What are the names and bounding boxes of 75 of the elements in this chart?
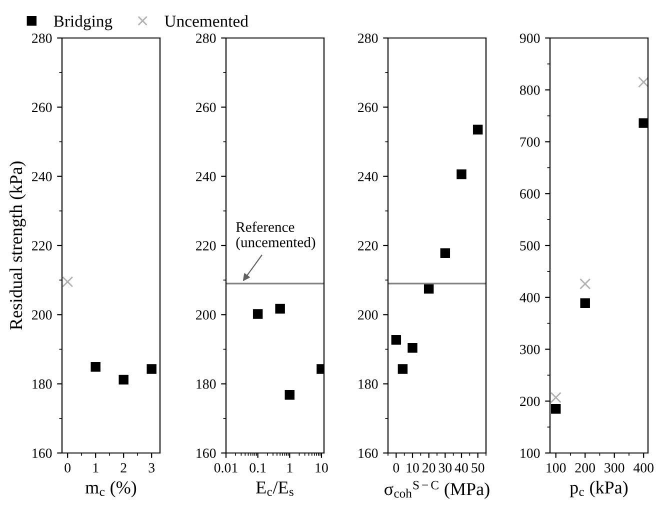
y-tick-label: 160 <box>32 448 52 458</box>
x-tick-label: 0.01 <box>214 463 238 473</box>
x-tick-label: 1 <box>287 463 292 472</box>
x-tick-label: 10 <box>406 463 419 472</box>
x-tick-label: 0 <box>64 463 71 472</box>
point <box>118 374 128 385</box>
point <box>146 364 156 374</box>
y-tick-label: 100 <box>520 448 540 458</box>
point <box>398 364 408 374</box>
y-tick-label: 300 <box>520 344 540 354</box>
x-tick-label: 2 <box>120 463 126 472</box>
x-tick-label: 400 <box>633 463 654 472</box>
annotation: Reference (uncemented) <box>236 222 316 250</box>
legend-label: Bridging <box>54 15 112 30</box>
y-tick-label: 240 <box>196 172 216 182</box>
point <box>550 404 561 414</box>
x-axis-title: m$_{c}$ (%) <box>85 480 136 498</box>
y-tick-label: 220 <box>196 241 216 250</box>
y-tick-label: 700 <box>520 137 540 147</box>
point <box>580 298 590 308</box>
y-tick-label: 180 <box>358 379 378 389</box>
y-tick-label: 280 <box>358 34 378 43</box>
point <box>275 304 285 314</box>
point <box>550 392 562 404</box>
y-axis-title: Residual strength (kPa) <box>9 162 26 330</box>
y-tick-label: 400 <box>520 292 540 302</box>
y-tick-label: 500 <box>520 241 540 250</box>
point <box>252 309 263 319</box>
y-tick-label: 200 <box>520 396 540 406</box>
y-tick-label: 260 <box>196 102 216 112</box>
x-tick-label: 10 <box>316 463 328 472</box>
x-tick-label: 50 <box>472 463 484 472</box>
point <box>424 284 434 294</box>
x-tick-label: 20 <box>422 463 436 472</box>
y-tick-label: 260 <box>32 102 52 112</box>
point <box>580 278 591 290</box>
point <box>62 276 74 288</box>
y-tick-label: 160 <box>196 448 216 458</box>
point <box>638 118 648 128</box>
y-tick-label: 220 <box>358 241 378 250</box>
point <box>456 169 466 180</box>
x-tick-label: 300 <box>604 463 624 472</box>
y-tick-label: 280 <box>32 34 52 43</box>
y-tick-label: 200 <box>358 310 378 320</box>
x-tick-label: 0.1 <box>250 463 266 473</box>
x-axis-title: E$_{c}$/E$_{s}$ <box>256 481 294 496</box>
point <box>391 335 402 345</box>
x-tick-label: 100 <box>546 463 566 472</box>
x-axis-title: p$_{c}$ (kPa) <box>570 480 628 498</box>
y-tick-label: 200 <box>196 310 216 320</box>
y-tick-label: 240 <box>358 172 378 182</box>
x-tick-label: 200 <box>575 463 595 472</box>
y-tick-label: 800 <box>520 85 540 95</box>
point <box>472 124 483 135</box>
x-axis-title: σ$_{coh}$$^{S−C}$ (MPa) <box>384 480 490 499</box>
y-tick-label: 280 <box>196 34 216 43</box>
point <box>90 362 100 372</box>
legend-label: Uncemented <box>164 15 248 27</box>
x-tick-label: 3 <box>148 463 155 472</box>
x-tick-label: 1 <box>93 463 98 472</box>
y-tick-label: 600 <box>520 189 540 199</box>
point <box>638 76 648 88</box>
y-tick-label: 180 <box>196 379 216 389</box>
point <box>408 343 418 353</box>
x-tick-label: 30 <box>438 463 452 472</box>
y-tick-label: 260 <box>358 102 378 112</box>
y-tick-label: 900 <box>520 34 540 43</box>
y-tick-label: 220 <box>32 241 52 250</box>
y-tick-label: 200 <box>32 310 52 320</box>
point <box>440 248 450 258</box>
x-tick-label: 40 <box>454 463 468 472</box>
x-tick-label: 0 <box>393 463 400 472</box>
y-tick-label: 240 <box>32 172 52 182</box>
y-tick-label: 180 <box>32 379 52 389</box>
y-tick-label: 160 <box>358 448 378 458</box>
